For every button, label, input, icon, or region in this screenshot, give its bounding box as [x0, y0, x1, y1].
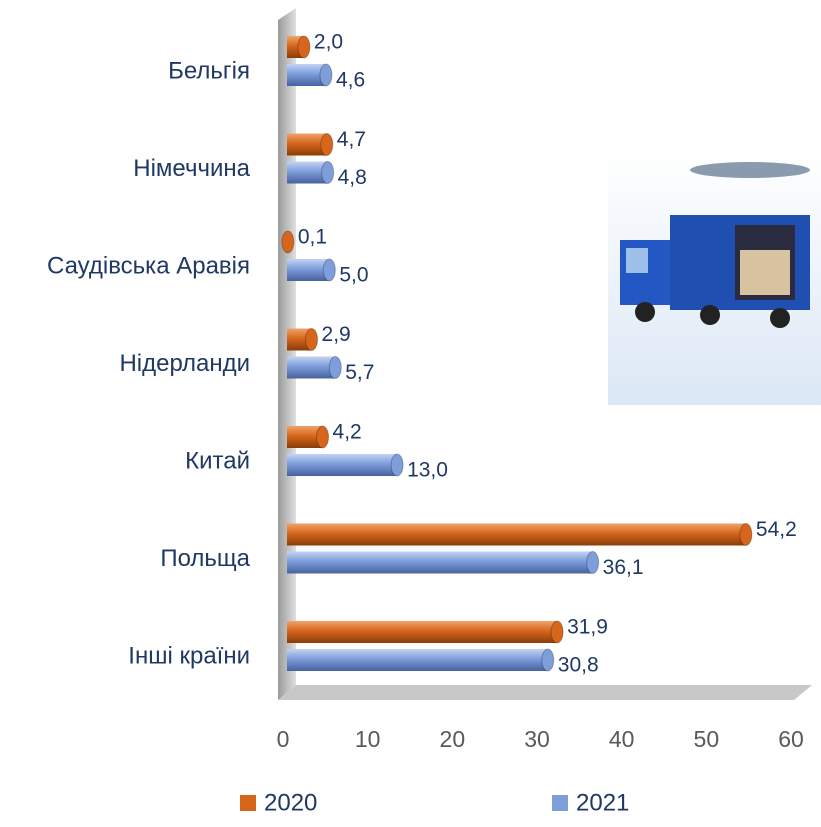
chart: 0 10 20 30 40 50 60 Бельгія 2,0 4,6 Німеччина 4,7 4,… [0, 0, 821, 822]
bar [287, 524, 752, 546]
bar [287, 259, 335, 281]
bar-cap [306, 329, 318, 351]
x-tick-label: 40 [609, 726, 635, 752]
bar-cap [740, 524, 752, 546]
bar [287, 454, 403, 476]
category-label: Саудівська Аравія [47, 252, 250, 279]
illustration [608, 150, 821, 405]
bar-cap [298, 36, 310, 58]
value-label: 5,7 [345, 361, 374, 384]
value-label: 4,6 [336, 69, 365, 92]
axis-floor [278, 685, 812, 700]
bar-cap [542, 649, 554, 671]
x-tick-label: 30 [524, 726, 550, 752]
x-tick-label: 0 [277, 726, 290, 752]
legend-label: 2020 [264, 789, 317, 816]
bar [287, 162, 334, 184]
legend-label: 2021 [576, 789, 629, 816]
category-label: Китай [185, 447, 250, 474]
legend-swatch [552, 795, 568, 811]
bar [287, 36, 310, 58]
bar [287, 329, 318, 351]
bar [287, 357, 341, 379]
bar-cap [317, 426, 329, 448]
bar [287, 649, 554, 671]
axis-wall [278, 8, 296, 700]
bar [282, 231, 294, 253]
bar [287, 621, 563, 643]
x-tick-label: 10 [355, 726, 381, 752]
category-label: Бельгія [168, 57, 250, 84]
value-label: 2,0 [314, 31, 343, 54]
value-label: 5,0 [339, 264, 368, 287]
bar-body [287, 524, 746, 546]
value-label: 31,9 [567, 616, 608, 639]
bar-cap [321, 134, 333, 156]
bar-body [287, 357, 335, 379]
value-label: 30,8 [558, 654, 599, 677]
bar [287, 426, 329, 448]
bar-cap [587, 552, 599, 574]
bar-body [287, 649, 548, 671]
category-label: Польща [160, 545, 250, 572]
bar-cap [323, 259, 335, 281]
x-tick-label: 20 [440, 726, 466, 752]
value-label: 13,0 [407, 459, 448, 482]
bar-cap [329, 357, 341, 379]
bar-body [287, 552, 593, 574]
x-tick-label: 60 [778, 726, 804, 752]
value-label: 4,2 [333, 421, 362, 444]
category-label: Нідерланди [119, 350, 250, 377]
value-label: 36,1 [603, 556, 644, 579]
bar-body [287, 621, 557, 643]
value-label: 54,2 [756, 518, 797, 541]
value-label: 4,7 [337, 128, 366, 151]
bar [287, 64, 332, 86]
bar [287, 552, 599, 574]
bar-cap [551, 621, 563, 643]
bar-cap [320, 64, 332, 86]
bar-cap [391, 454, 403, 476]
value-label: 4,8 [338, 166, 367, 189]
value-label: 2,9 [322, 323, 351, 346]
bar [287, 134, 333, 156]
bar-body [287, 454, 397, 476]
bar-cap [322, 162, 334, 184]
bar-cap [282, 231, 294, 253]
value-label: 0,1 [298, 226, 327, 249]
legend-swatch [240, 795, 256, 811]
x-tick-label: 50 [694, 726, 720, 752]
category-label: Німеччина [133, 155, 250, 182]
category-label: Інші країни [128, 642, 250, 669]
